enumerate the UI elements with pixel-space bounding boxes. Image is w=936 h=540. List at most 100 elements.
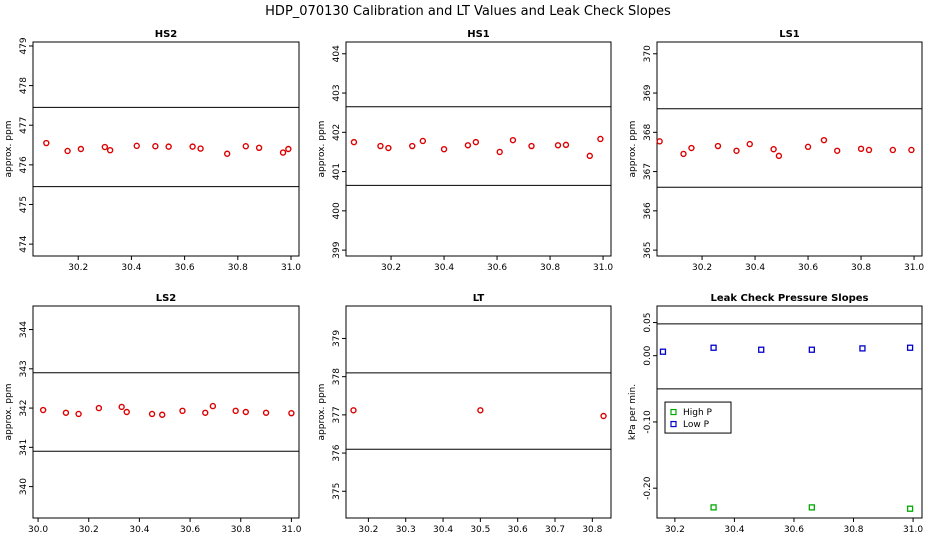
data-point	[509, 136, 517, 144]
x-tick-label: 30.5	[470, 525, 490, 535]
x-tick-label: 30.4	[724, 525, 744, 535]
x-tick-label: 31.0	[281, 263, 301, 273]
panel-leak: Leak Check Pressure Slopes 30.2 30.4 30.6 30…	[628, 293, 923, 535]
data-point-high-p	[906, 505, 914, 512]
data-point	[554, 142, 562, 149]
y-tick-label: 340	[19, 478, 29, 495]
data-point	[714, 142, 722, 150]
data-point	[600, 412, 607, 420]
data-point	[209, 402, 217, 410]
legend-box	[664, 401, 732, 434]
plot-frame	[32, 41, 300, 257]
data-point	[133, 142, 140, 150]
data-point-low-p	[859, 345, 866, 352]
x-tick-label: 30.6	[798, 263, 818, 273]
data-point	[101, 143, 109, 151]
y-tick-label: 370	[643, 45, 653, 62]
plot-frame	[656, 41, 923, 257]
y-tick-label: 479	[19, 37, 29, 54]
y-tick-label: 477	[19, 117, 29, 134]
x-tick-label: 30.2	[358, 525, 378, 535]
data-point	[62, 409, 70, 416]
plot-frame	[345, 305, 612, 519]
data-point	[528, 142, 535, 150]
data-point-low-p	[906, 344, 914, 351]
x-tick-label: 30.8	[540, 263, 560, 273]
data-point-low-p	[758, 346, 765, 353]
y-axis-label: approx. ppm	[4, 384, 14, 441]
data-point	[775, 152, 783, 160]
data-point	[43, 139, 50, 147]
panel-title: LS2	[156, 293, 177, 304]
data-point	[158, 411, 166, 418]
y-tick-label: 343	[19, 360, 29, 377]
data-point	[688, 144, 695, 152]
data-point	[908, 146, 915, 154]
data-point	[857, 145, 865, 153]
x-tick-label: 30.4	[129, 525, 149, 535]
y-tick-label: 400	[332, 202, 342, 219]
y-tick-label: 399	[332, 241, 342, 258]
data-point	[586, 152, 593, 160]
y-tick-label: 0.00	[643, 345, 653, 365]
data-point	[202, 409, 209, 416]
y-axis-label: approx. ppm	[4, 121, 14, 178]
y-tick-label: 342	[19, 399, 29, 416]
data-point	[262, 409, 270, 416]
panel-hs2: HS2 30.2 30.4 30.6 30.8 31.0 474 475 476 477 478 47…	[4, 29, 301, 273]
data-point	[496, 148, 503, 156]
data-point	[118, 403, 125, 411]
data-point	[889, 146, 897, 154]
y-tick-label: 341	[19, 439, 29, 456]
x-tick-label: 30.4	[433, 525, 453, 535]
plot-frame	[345, 41, 612, 257]
panel-ls1: LS1 30.2 30.4 30.6 30.8 31.0 365 366 367 368 369 37…	[628, 29, 924, 273]
y-tick-label: 367	[643, 163, 653, 180]
x-tick-label: 30.6	[180, 525, 200, 535]
data-point	[279, 149, 287, 156]
legend-marker	[670, 408, 677, 416]
y-tick-label: 365	[643, 242, 653, 259]
data-point	[242, 408, 250, 416]
x-tick-label: 30.4	[434, 263, 454, 273]
x-tick-label: 30.3	[396, 525, 416, 535]
x-tick-label: 30.8	[843, 525, 863, 535]
legend-marker	[670, 420, 677, 428]
legend-label: Low P	[683, 420, 710, 430]
data-point	[242, 143, 250, 150]
x-tick-label: 30.8	[231, 525, 251, 535]
data-point	[75, 410, 82, 418]
y-tick-label: 368	[643, 123, 653, 140]
panel-hs1: HS1 30.2 30.4 30.6 30.8 31.0 399 400 401 402 403 40…	[317, 29, 613, 273]
data-point	[95, 404, 103, 412]
data-point	[152, 143, 159, 150]
y-tick-label: 404	[332, 45, 342, 62]
y-tick-label: 376	[332, 444, 342, 461]
plot-frame	[32, 305, 300, 519]
data-point-high-p	[808, 504, 815, 511]
data-point	[350, 407, 357, 414]
y-tick-label: 474	[19, 235, 29, 252]
y-tick-label: 478	[19, 77, 29, 94]
y-axis-label: approx. ppm	[317, 384, 327, 441]
y-tick-label: 378	[332, 368, 342, 385]
x-tick-label: 30.6	[508, 525, 528, 535]
data-point	[733, 147, 740, 154]
data-point	[409, 142, 416, 150]
x-tick-label: 30.0	[28, 525, 48, 535]
data-point	[165, 143, 172, 150]
x-tick-label: 31.0	[593, 263, 613, 273]
y-tick-label: 375	[332, 483, 342, 500]
x-tick-label: 31.0	[281, 525, 301, 535]
y-tick-label: 476	[19, 156, 29, 173]
y-tick-label: 377	[332, 406, 342, 423]
data-point	[656, 138, 663, 145]
data-point	[746, 140, 753, 148]
data-point	[820, 136, 828, 144]
data-point	[472, 138, 480, 146]
panels: HS2 30.2 30.4 30.6 30.8 31.0 474 475 476 477 478 47…	[4, 29, 924, 535]
data-point	[440, 145, 448, 153]
data-point	[770, 145, 777, 153]
data-point	[377, 142, 384, 150]
figure-title: HDP_070130 Calibration and LT Values and…	[265, 4, 671, 19]
